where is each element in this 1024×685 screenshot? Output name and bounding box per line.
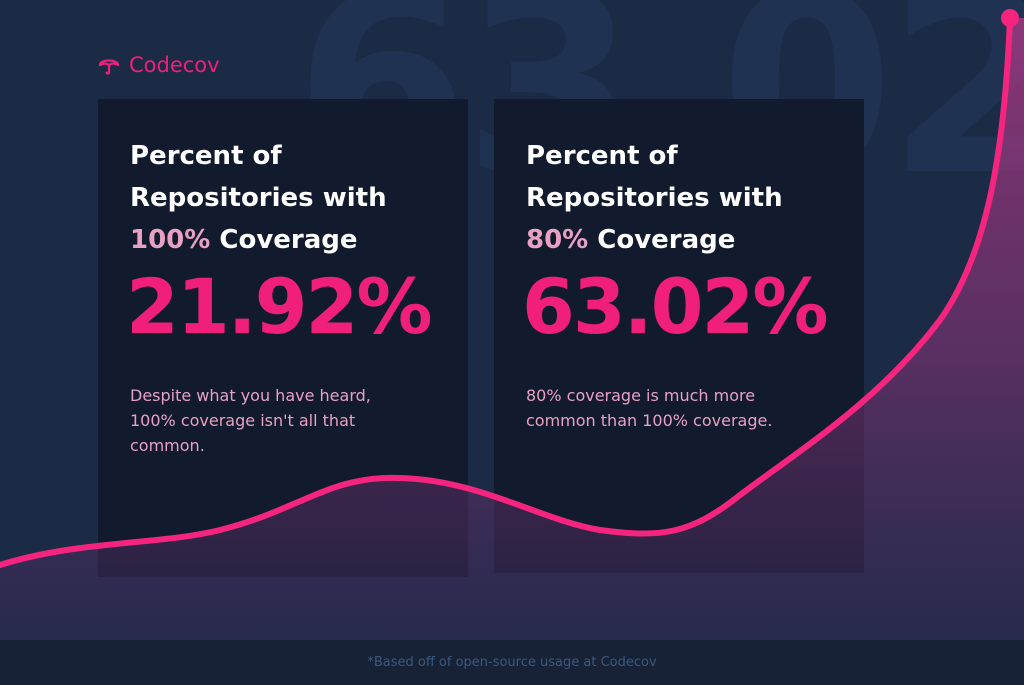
stat-value: 63.02% <box>522 262 829 351</box>
growth-curve-graphic <box>0 9 1024 640</box>
title-suffix: Coverage <box>588 225 736 255</box>
footer: *Based off of open-source usage at Codec… <box>0 640 1024 685</box>
title-highlight: 100% <box>130 225 211 255</box>
curve-endpoint-dot <box>1001 9 1019 27</box>
codecov-logo: Codecov <box>97 50 220 80</box>
footer-note: *Based off of open-source usage at Codec… <box>367 655 657 670</box>
stat-description: 80% coverage is much more common than 10… <box>526 386 773 430</box>
title-highlight: 80% <box>526 225 589 255</box>
card-title: Percent of Repositories with 100% Covera… <box>130 135 450 261</box>
curve-line <box>0 15 1013 568</box>
title-line: Percent of <box>130 141 282 171</box>
umbrella-icon <box>97 53 121 77</box>
title-line: Percent of <box>526 141 678 171</box>
title-suffix: Coverage <box>210 225 358 255</box>
title-line: Repositories with <box>526 183 783 213</box>
card-100-percent: Percent of Repositories with 100% Covera… <box>98 99 468 577</box>
brand-name: Codecov <box>129 53 220 77</box>
title-line: 100% Coverage <box>130 219 450 261</box>
title-line: 80% Coverage <box>526 219 846 261</box>
stat-value: 21.92% <box>126 262 433 351</box>
curve-fill-area <box>0 18 1024 640</box>
title-line: Repositories with <box>130 183 387 213</box>
card-title: Percent of Repositories with 80% Coverag… <box>526 135 846 261</box>
stat-description: Despite what you have heard, 100% covera… <box>130 386 371 455</box>
